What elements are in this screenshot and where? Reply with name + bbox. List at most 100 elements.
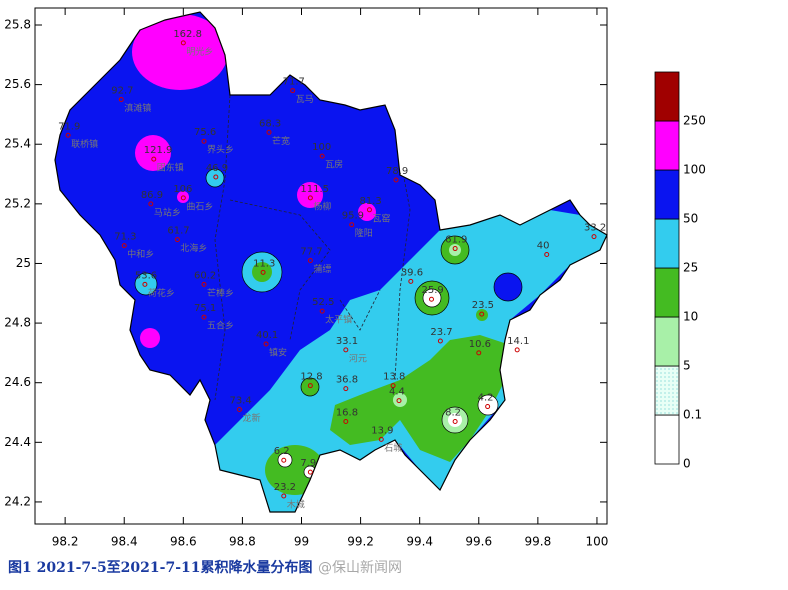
station-value: 100 xyxy=(312,142,331,153)
legend-label: 50 xyxy=(683,212,698,226)
station xyxy=(180,195,186,201)
station-value: 71.3 xyxy=(114,232,136,243)
station-value: 78.9 xyxy=(386,166,408,177)
station-value: 33.2 xyxy=(584,223,606,234)
station-value: 4.4 xyxy=(389,387,405,398)
station xyxy=(343,418,349,424)
station-value: 13.9 xyxy=(371,425,393,436)
legend-swatch xyxy=(654,365,680,416)
station-name: 荷花乡 xyxy=(148,287,175,299)
station xyxy=(396,398,402,404)
zone-green xyxy=(476,309,488,321)
zone-white xyxy=(277,452,293,468)
station-value: 75.6 xyxy=(194,127,216,138)
station xyxy=(307,195,313,201)
station xyxy=(236,407,242,413)
station-value: 33.1 xyxy=(336,336,358,347)
zone-magenta xyxy=(140,328,160,348)
station xyxy=(408,278,414,284)
zone-magenta xyxy=(358,203,376,221)
station-value: 95.9 xyxy=(342,211,364,222)
station-value: 40.1 xyxy=(256,330,278,341)
station-name: 河元 xyxy=(349,352,367,364)
y-tick-label: 25.2 xyxy=(4,196,31,210)
station-value: 71.9 xyxy=(58,121,80,132)
station-value: 61.7 xyxy=(167,226,189,237)
zone-magenta xyxy=(135,135,171,171)
station xyxy=(142,281,148,287)
y-tick-label: 25.6 xyxy=(4,77,31,91)
legend-swatch xyxy=(654,316,680,367)
station-name: 滇滩镇 xyxy=(124,102,151,114)
station-name: 固东镇 xyxy=(157,162,184,174)
zone-blue xyxy=(493,272,523,302)
station-name: 北海乡 xyxy=(180,242,207,254)
station-name: 联桥镇 xyxy=(71,138,98,150)
station-name: 杨柳 xyxy=(313,200,331,212)
station xyxy=(452,418,458,424)
station-value: 39.6 xyxy=(401,267,423,278)
station-value: 23.5 xyxy=(472,300,494,311)
legend-label: 25 xyxy=(683,261,698,275)
station-value: 61.9 xyxy=(445,235,467,246)
station xyxy=(307,257,313,263)
station xyxy=(366,207,372,213)
legend-label: 0 xyxy=(683,457,691,471)
x-tick-label: 99.2 xyxy=(347,535,374,549)
legend-swatch xyxy=(654,71,680,122)
x-tick-label: 98.8 xyxy=(229,535,256,549)
legend-label: 10 xyxy=(683,310,698,324)
station xyxy=(343,386,349,392)
zone-magenta xyxy=(177,191,189,203)
station-name: 中和乡 xyxy=(127,248,154,260)
station xyxy=(213,174,219,180)
station-name: 曲石乡 xyxy=(186,201,213,212)
station xyxy=(290,88,296,94)
station xyxy=(544,252,550,258)
station-value: 36.8 xyxy=(336,375,358,386)
station-name: 瓦窑 xyxy=(372,212,390,224)
station-value: 23.2 xyxy=(274,482,296,493)
y-tick-label: 24.2 xyxy=(4,494,31,508)
station-name: 芒棒乡 xyxy=(207,287,234,299)
watermark: @保山新闻网 xyxy=(318,560,402,576)
legend-swatch xyxy=(654,120,680,171)
station xyxy=(260,269,266,275)
station xyxy=(349,222,355,228)
legend-label: 250 xyxy=(683,114,706,128)
station xyxy=(307,469,313,475)
station-value: 16.8 xyxy=(336,407,358,418)
station xyxy=(591,234,597,240)
station xyxy=(151,156,157,162)
station-value: 121.9 xyxy=(144,145,173,156)
station-value: 162.8 xyxy=(173,29,202,40)
station xyxy=(476,350,482,356)
station-value: 23.7 xyxy=(430,327,452,338)
station xyxy=(266,129,272,135)
plot-frame xyxy=(34,7,608,525)
station-value: 6.2 xyxy=(274,446,290,457)
station-value: 81.3 xyxy=(359,196,381,207)
station-value: 7.9 xyxy=(300,458,316,469)
legend-swatch xyxy=(654,414,680,465)
legend-swatch xyxy=(654,267,680,318)
y-tick-label: 25.8 xyxy=(4,17,31,31)
zone-white xyxy=(422,288,442,308)
station xyxy=(180,40,186,46)
station-value: 40 xyxy=(537,241,550,252)
zone-green xyxy=(300,377,320,397)
station-value: 12.8 xyxy=(300,372,322,383)
station-value: 46.9 xyxy=(206,163,228,174)
station-name: 芒宽 xyxy=(272,135,290,147)
zone-green xyxy=(330,335,510,462)
zone-lightgreen xyxy=(449,244,461,256)
station xyxy=(479,311,485,317)
station-value: 71.7 xyxy=(283,77,305,88)
station xyxy=(514,347,520,353)
station xyxy=(393,177,399,183)
station-value: 53.6 xyxy=(135,270,157,281)
station-name: 瓦马 xyxy=(296,94,314,105)
x-tick-label: 100 xyxy=(586,535,609,549)
x-tick-label: 98.4 xyxy=(111,535,138,549)
